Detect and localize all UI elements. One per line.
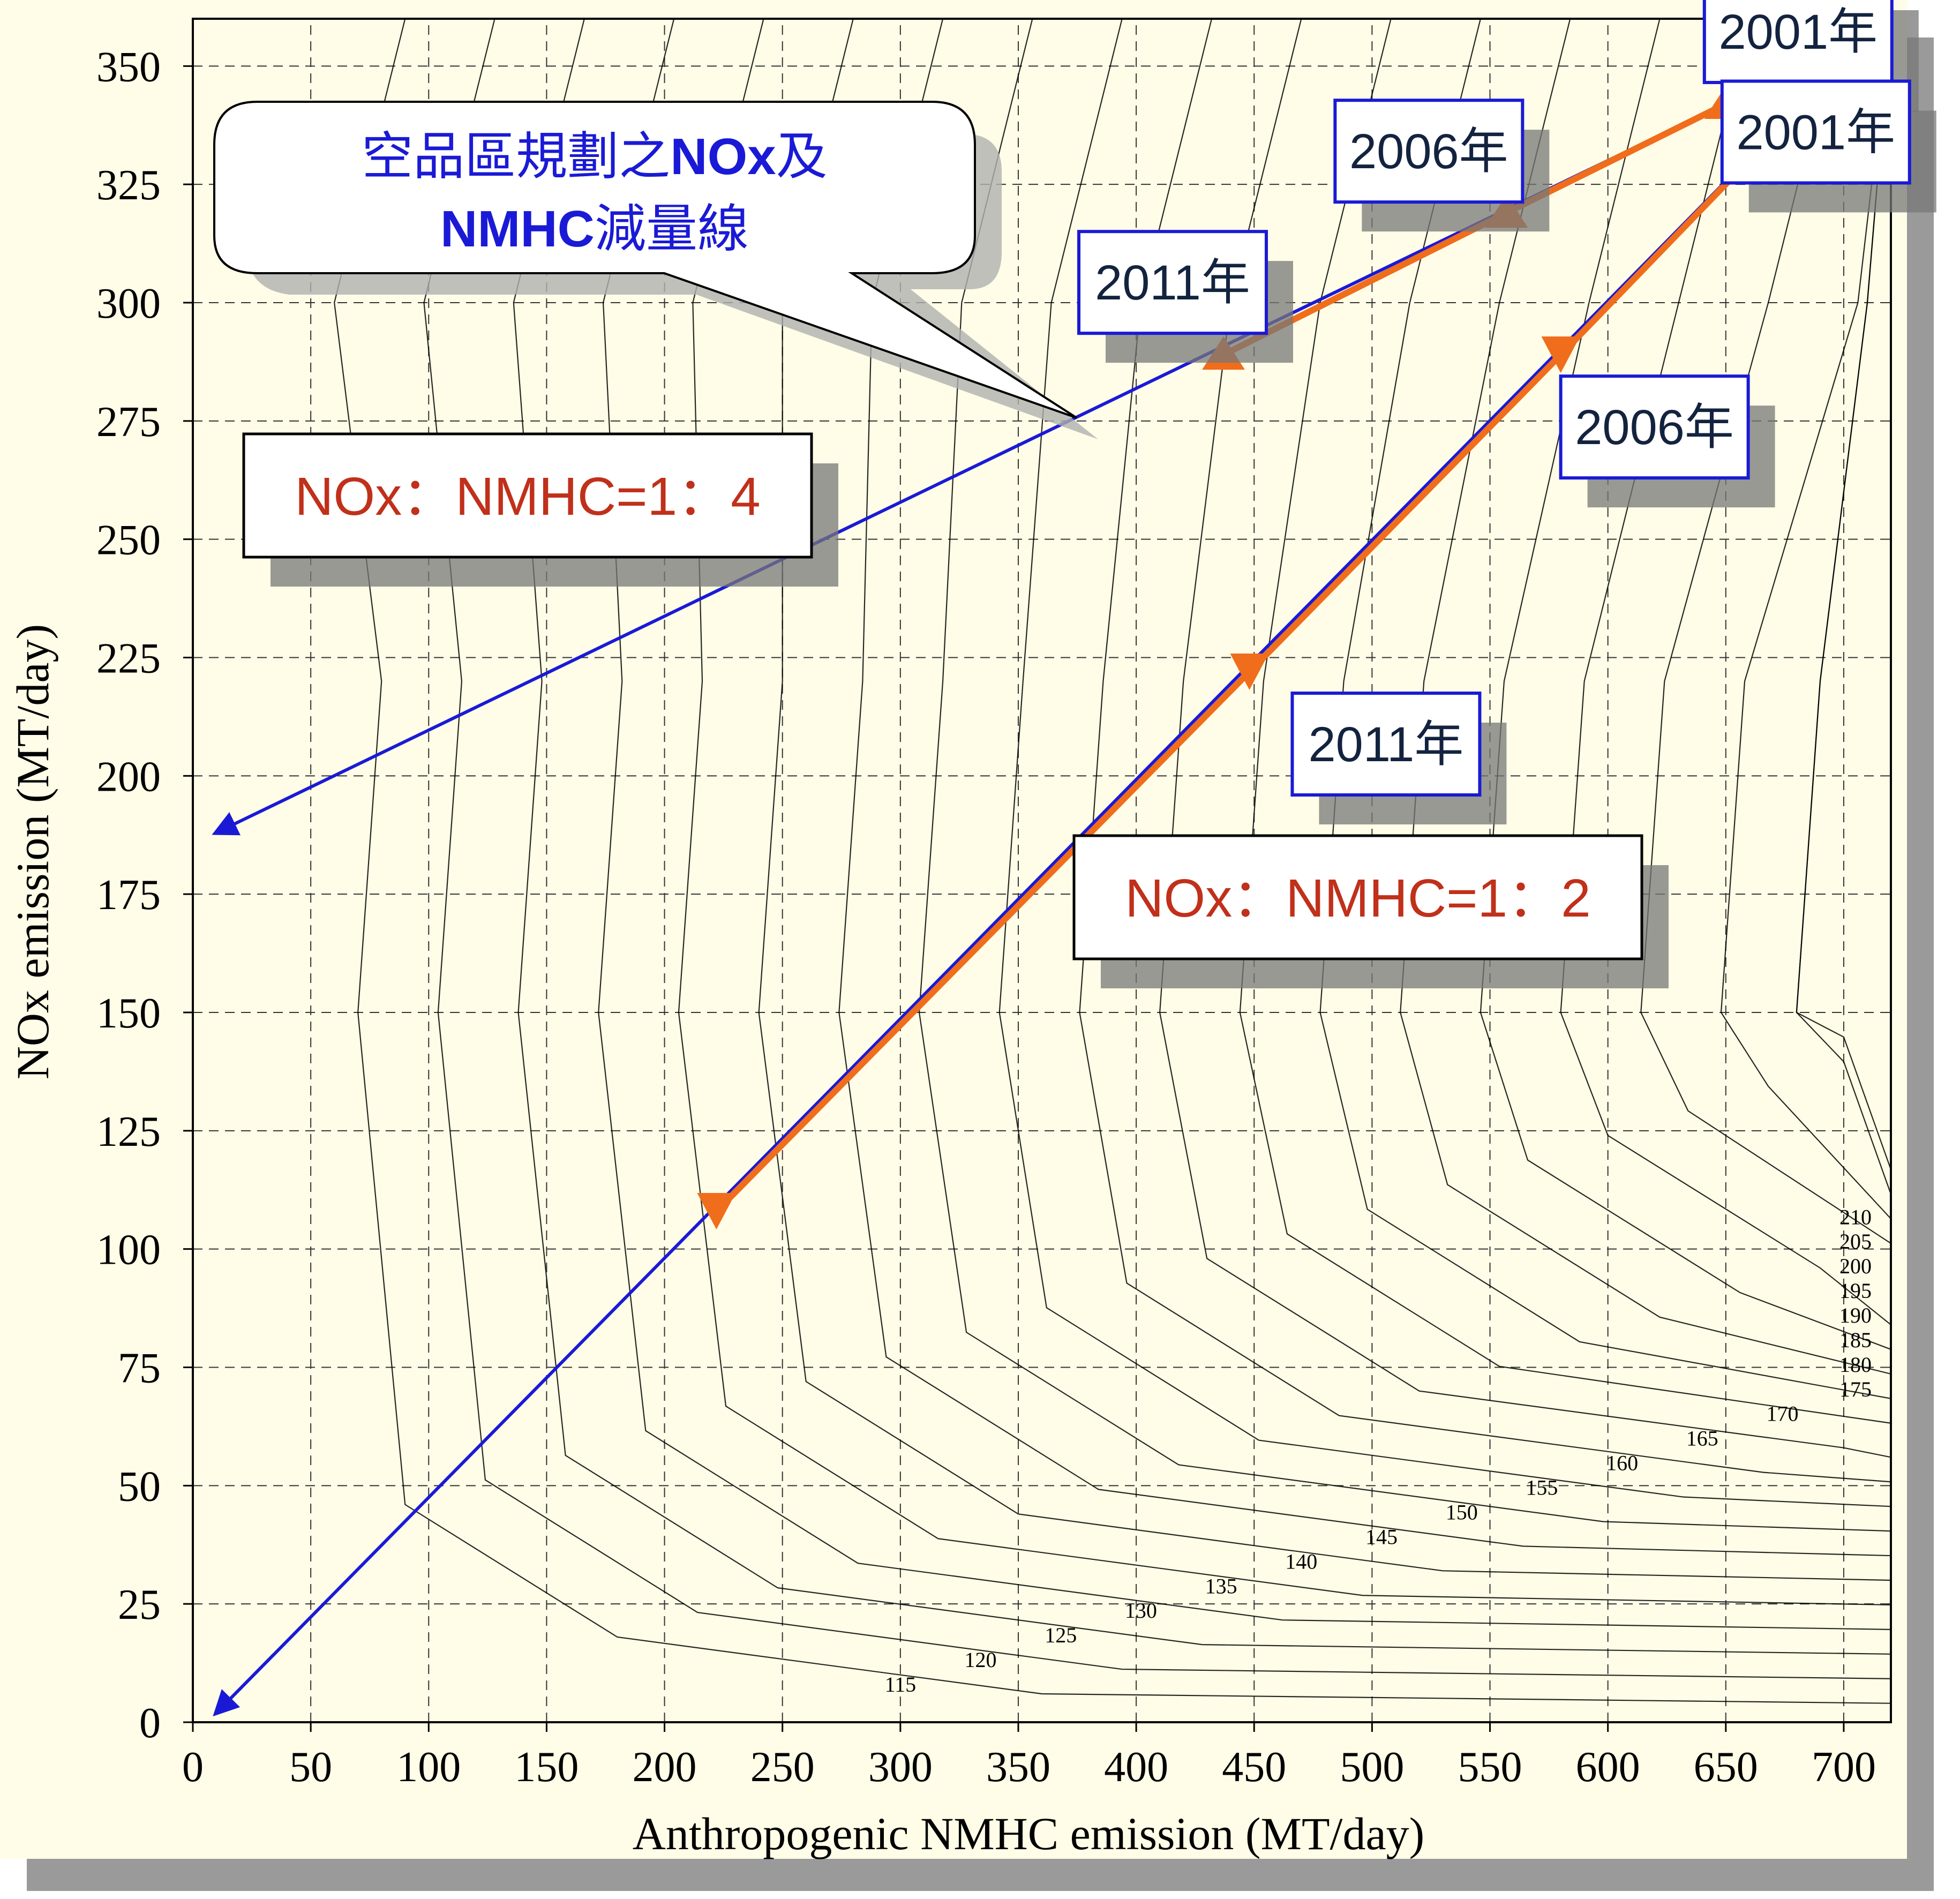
- callout-bubble: [213, 101, 1078, 419]
- contour-line: [838, 18, 1891, 1557]
- contour-label: 170: [1766, 1402, 1798, 1426]
- callout-title-line2: NMHC減量線: [440, 200, 749, 258]
- contour-line: [1319, 18, 1892, 1408]
- x-axis-title: Anthropogenic NMHC emission (MT/day): [633, 1808, 1425, 1859]
- year-label: 2001年: [1718, 5, 1878, 59]
- axes: 0 50 100 150 200 250 300 350 400 450 500 550 600 650 7…: [96, 18, 1892, 1791]
- contour-label: 150: [1446, 1500, 1478, 1524]
- y-tick-label: 100: [96, 1227, 161, 1274]
- contour-line: [1239, 18, 1892, 1433]
- contour-lines: 1151201251301351401451501551601651701751…: [334, 18, 1892, 1704]
- year-box: [1333, 99, 1525, 204]
- contour-label: 120: [965, 1648, 997, 1672]
- contour-label: 135: [1205, 1574, 1237, 1598]
- ratio-label: NOx：NMHC=1：2: [1125, 868, 1591, 928]
- year-marker: [1541, 336, 1580, 373]
- reduction-line: [213, 32, 1873, 1717]
- y-tick-label: 275: [96, 399, 161, 446]
- x-tick-label: 250: [750, 1744, 815, 1791]
- year-label: 2006年: [1575, 400, 1734, 455]
- year-box: [1720, 79, 1911, 185]
- contour-label: 200: [1839, 1254, 1872, 1278]
- contour-line: [758, 18, 1891, 1581]
- ratio-box: [242, 432, 813, 559]
- contour-line: [1079, 18, 1891, 1483]
- contour-label: 175: [1839, 1377, 1872, 1401]
- y-tick-label: 225: [96, 635, 161, 682]
- x-tick-label: 600: [1576, 1744, 1640, 1791]
- contour-label: 210: [1839, 1205, 1872, 1229]
- ratio-box: [1072, 834, 1643, 960]
- y-axis-title: NOx emission (MT/day): [7, 624, 58, 1079]
- y-tick-label: 325: [96, 162, 161, 209]
- contour-label: 165: [1686, 1427, 1718, 1451]
- year-box: [1290, 692, 1482, 797]
- year-path-1-2: [714, 31, 1875, 1214]
- contour-line: [1400, 18, 1892, 1384]
- y-tick-label: 25: [118, 1581, 161, 1628]
- contour-line: [998, 18, 1891, 1507]
- y-tick-label: 200: [96, 753, 161, 800]
- x-tick-label: 150: [514, 1744, 579, 1791]
- year-label-boxes: 2001年 2006年 2011年 2001年 2006年 2011年: [1077, 0, 1936, 824]
- year-box: [1702, 0, 1894, 84]
- contour-label: 145: [1365, 1525, 1398, 1549]
- x-tick-label: 400: [1104, 1744, 1168, 1791]
- contour-line: [1159, 18, 1891, 1458]
- contour-label: 195: [1839, 1279, 1872, 1303]
- contour-label: 155: [1526, 1476, 1558, 1500]
- y-tick-label: 75: [118, 1345, 161, 1392]
- ratio-labels: NOx：NMHC=1：4 NOx：NMHC=1：2: [242, 432, 1669, 988]
- year-marker: [1230, 654, 1269, 690]
- plot-frame: [192, 18, 1892, 1723]
- year-box: [1559, 374, 1750, 480]
- x-tick-label: 350: [986, 1744, 1050, 1791]
- contour-label: 125: [1045, 1623, 1077, 1647]
- contour-line: [678, 18, 1891, 1606]
- contour-label: 160: [1606, 1451, 1638, 1475]
- x-tick-label: 500: [1340, 1744, 1404, 1791]
- x-tick-label: 0: [182, 1744, 204, 1791]
- x-tick-label: 550: [1458, 1744, 1522, 1791]
- y-tick-label: 125: [96, 1108, 161, 1155]
- year-marker: [697, 1193, 736, 1229]
- year-label: 2011年: [1095, 256, 1250, 310]
- y-tick-label: 150: [96, 990, 161, 1037]
- contour-label: 190: [1839, 1303, 1872, 1327]
- y-tick-label: 350: [96, 43, 161, 91]
- y-tick-label: 0: [139, 1700, 161, 1747]
- callout: 空品區規劃之NOx及 NMHC減量線: [213, 101, 1098, 439]
- contour-label: 180: [1839, 1353, 1872, 1377]
- contour-line: [423, 18, 1891, 1679]
- callout-title-line1: 空品區規劃之NOx及: [362, 128, 827, 185]
- contour-label: 140: [1285, 1549, 1317, 1573]
- year-box: [1077, 230, 1268, 335]
- x-tick-label: 700: [1812, 1744, 1876, 1791]
- y-tick-label: 300: [96, 280, 161, 327]
- year-label: 2001年: [1736, 106, 1895, 160]
- x-tick-label: 100: [396, 1744, 461, 1791]
- year-label: 2006年: [1349, 124, 1508, 179]
- contour-label: 115: [885, 1672, 917, 1697]
- x-tick-label: 50: [289, 1744, 332, 1791]
- x-tick-label: 300: [868, 1744, 933, 1791]
- ratio-label: NOx：NMHC=1：4: [295, 467, 761, 527]
- x-tick-label: 450: [1222, 1744, 1286, 1791]
- contour-line: [598, 18, 1891, 1630]
- contour-line: [513, 18, 1891, 1655]
- y-tick-label: 250: [96, 517, 161, 564]
- contour-line: [1560, 18, 1892, 1334]
- year-label: 2011年: [1309, 717, 1464, 772]
- x-tick-label: 200: [633, 1744, 697, 1791]
- contour-line: [334, 18, 1891, 1704]
- contour-label: 205: [1839, 1229, 1872, 1254]
- y-tick-label: 50: [118, 1463, 161, 1510]
- contour-label: 130: [1125, 1598, 1157, 1623]
- x-tick-label: 650: [1694, 1744, 1758, 1791]
- y-tick-label: 175: [96, 872, 161, 919]
- contour-line: [1480, 18, 1892, 1359]
- contour-label: 185: [1839, 1328, 1872, 1352]
